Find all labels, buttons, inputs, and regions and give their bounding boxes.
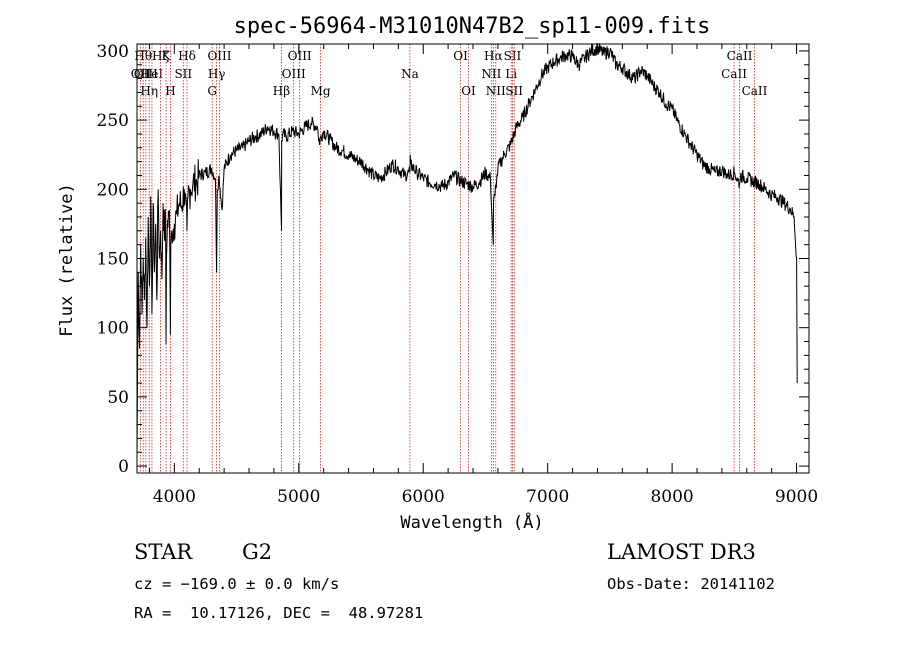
- flux-series-line: [136, 42, 798, 460]
- axis-ticks: 4000 5000 6000 7000 8000 9000 0 50 100 150 200 250 3…: [97, 42, 819, 507]
- plot-frame: [136, 43, 810, 474]
- object-subclass: G2: [242, 540, 273, 564]
- survey-name: LAMOST DR3: [607, 540, 756, 564]
- line-label-14: OIII: [282, 67, 306, 81]
- line-label-5: Hζ: [152, 49, 169, 63]
- y-tick-label: 100: [97, 319, 129, 339]
- y-axis-label: Flux (relative): [57, 183, 77, 337]
- x-tick-label: 4000: [153, 487, 196, 507]
- x-axis-label: Wavelength (Å): [400, 511, 543, 533]
- line-label-25: SII: [505, 84, 523, 98]
- line-label-10: G: [207, 84, 217, 98]
- line-label-8: SII: [174, 67, 192, 81]
- y-tick-label: 0: [118, 457, 129, 477]
- line-label-23: Li: [505, 67, 517, 81]
- x-tick-label: 9000: [775, 487, 818, 507]
- object-class: STAR: [134, 540, 193, 564]
- line-label-17: Na: [401, 67, 419, 81]
- line-label-11: Hγ: [208, 67, 226, 81]
- line-label-12: OIII: [207, 49, 231, 63]
- x-tick-label: 6000: [402, 487, 445, 507]
- line-label-1: Hθ: [134, 49, 152, 63]
- line-label-9: Hδ: [178, 49, 196, 63]
- line-label-15: OIII: [288, 49, 312, 63]
- line-label-4: HeI: [141, 67, 164, 81]
- line-label-6: K: [162, 49, 172, 63]
- line-label-22: NII: [486, 84, 506, 98]
- coordinates: RA = 10.17126, DEC = 48.97281: [134, 604, 424, 622]
- line-label-16: Mg: [311, 84, 331, 98]
- y-tick-label: 250: [97, 111, 129, 131]
- line-label-27: CaII: [727, 49, 753, 63]
- line-label-24: SII: [504, 49, 522, 63]
- line-label-18: OI: [453, 49, 468, 63]
- y-tick-label: 150: [97, 250, 129, 270]
- line-label-19: OI: [461, 84, 476, 98]
- y-tick-label: 300: [97, 42, 129, 62]
- chart-title: spec-56964-M31010N47B2_sp11-009.fits: [234, 14, 711, 39]
- y-tick-label: 50: [107, 388, 129, 408]
- line-label-28: CaII: [742, 84, 768, 98]
- y-tick-label: 200: [97, 180, 129, 200]
- observation-date: Obs-Date: 20141102: [607, 575, 775, 593]
- line-label-13: Hβ: [273, 84, 290, 98]
- redshift-velocity: cz = −169.0 ± 0.0 km/s: [134, 575, 340, 593]
- x-tick-label: 8000: [650, 487, 693, 507]
- line-label-21: Hα: [484, 49, 503, 63]
- x-tick-label: 7000: [526, 487, 569, 507]
- line-label-0: OII: [131, 67, 151, 81]
- line-label-3: Hη: [140, 84, 158, 98]
- line-label-7: H: [165, 84, 175, 98]
- line-label-20: NII: [481, 67, 501, 81]
- line-label-26: CaII: [721, 67, 747, 81]
- x-tick-label: 5000: [277, 487, 320, 507]
